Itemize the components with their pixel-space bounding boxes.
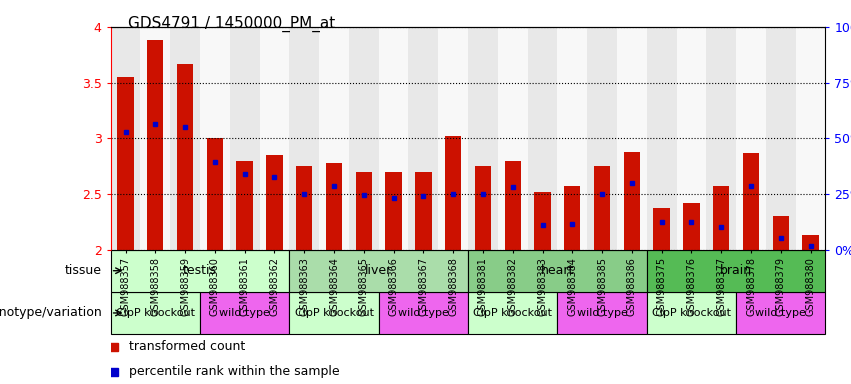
Bar [438,27,468,250]
Bar [647,250,825,292]
Bar [200,292,289,334]
Text: wild type: wild type [577,308,627,318]
Bar [498,27,528,250]
Text: tissue: tissue [66,264,102,277]
Bar [289,292,379,334]
Bar [468,292,557,334]
Bar [289,27,319,250]
Bar [170,27,200,250]
Bar [111,250,289,292]
Bar [468,27,498,250]
Bar [356,172,372,250]
Bar [207,138,223,250]
Text: transformed count: transformed count [129,340,245,353]
Text: ClpP knockout: ClpP knockout [294,308,374,318]
Bar [796,27,825,250]
Bar [408,27,438,250]
Text: ClpP knockout: ClpP knockout [652,308,731,318]
Bar [296,166,312,250]
Bar [475,166,491,250]
Bar [379,292,468,334]
Bar [445,136,461,250]
Bar [647,292,736,334]
Bar [147,40,163,250]
Bar [647,27,677,250]
Bar [683,203,700,250]
Bar [706,27,736,250]
Text: genotype/variation: genotype/variation [0,306,102,319]
Bar [802,235,819,250]
Bar [326,163,342,250]
Bar [528,27,557,250]
Bar [713,186,729,250]
Bar [468,250,647,292]
Text: GDS4791 / 1450000_PM_at: GDS4791 / 1450000_PM_at [128,15,335,31]
Bar [654,209,670,250]
Bar [319,27,349,250]
Bar [677,27,706,250]
Bar [773,216,789,250]
Bar [617,27,647,250]
Text: ClpP knockout: ClpP knockout [116,308,195,318]
Text: wild type: wild type [220,308,270,318]
Bar [260,27,289,250]
Text: testis: testis [183,264,217,277]
Bar [237,161,253,250]
Bar [289,250,468,292]
Bar [140,27,170,250]
Bar [111,292,200,334]
Text: wild type: wild type [756,308,806,318]
Bar [594,166,610,250]
Bar [379,27,408,250]
Text: heart: heart [540,264,574,277]
Bar [534,192,551,250]
Bar [177,64,193,250]
Bar [117,77,134,250]
Bar [349,27,379,250]
Bar [505,161,521,250]
Bar [415,172,431,250]
Bar [766,27,796,250]
Text: wild type: wild type [398,308,448,318]
Text: percentile rank within the sample: percentile rank within the sample [129,365,340,378]
Bar [111,27,140,250]
Bar [564,186,580,250]
Bar [557,292,647,334]
Bar [743,153,759,250]
Text: ClpP knockout: ClpP knockout [473,308,552,318]
Bar [230,27,260,250]
Bar [266,155,283,250]
Bar [557,27,587,250]
Bar [587,27,617,250]
Bar [624,152,640,250]
Bar [386,172,402,250]
Text: brain: brain [720,264,752,277]
Bar [736,27,766,250]
Bar [200,27,230,250]
Text: liver: liver [365,264,392,277]
Bar [736,292,825,334]
